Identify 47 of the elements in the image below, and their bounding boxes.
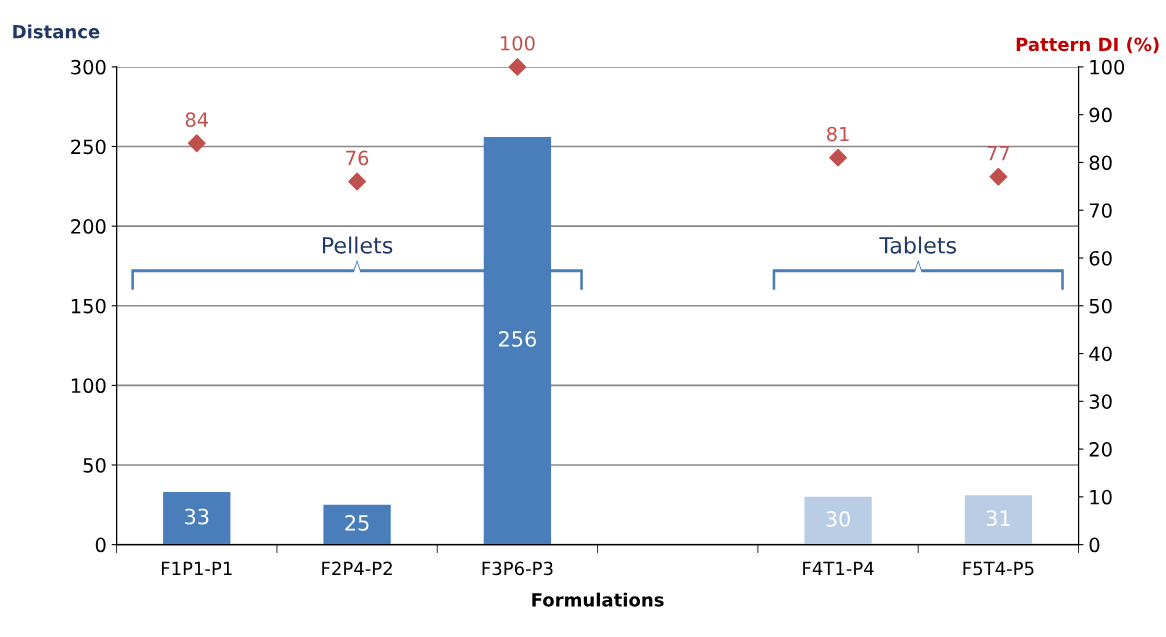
bar [323,504,391,545]
data-label: 25 [345,515,369,531]
point [187,134,206,153]
annotation: Pellets [322,236,393,254]
data-label: 256 [499,331,536,347]
x-tick-label: F3P6-P3 [482,561,553,576]
y2-tick-label: 70 [1089,203,1112,218]
y2-tick-label: 30 [1089,394,1112,409]
data-label: 100 [500,35,535,51]
data-label: 33 [185,508,209,525]
point [829,148,847,167]
y2-tick-label: 50 [1089,298,1112,314]
x-tick-label: F5T4-P5 [963,561,1034,576]
bar [964,495,1033,545]
y-tick-label: 200 [71,219,106,234]
x-tick-label: F2P4-P2 [322,561,392,576]
point [989,167,1008,186]
data-label: 31 [986,510,1010,526]
annotation: Tablets [879,236,957,254]
y2-tick-label: 90 [1089,107,1112,123]
data-label: 84 [185,112,209,128]
data-label: 30 [826,511,850,527]
y-tick-label: 150 [71,298,106,314]
point [508,57,527,76]
y2-tick-label: 0 [1089,537,1100,553]
point [348,172,366,191]
y2-tick-label: 40 [1089,346,1112,362]
y-tick-label: 300 [71,59,106,75]
x-tick-label: F4T1-P4 [803,561,874,576]
y-tick-label: 50 [83,457,106,473]
bar [163,492,231,545]
x-tick-label: F1P1-P1 [161,561,232,576]
y-axis-title: Distance [13,24,100,39]
y-tick-label: 100 [71,378,106,394]
y-tick-label: 0 [95,537,106,553]
y2-tick-label: 60 [1089,250,1112,266]
data-label: 81 [827,126,849,142]
data-label: 76 [346,150,369,166]
x-axis-title: Formulations [532,592,664,607]
data-label: 77 [987,146,1010,161]
y2-tick-label: 80 [1089,155,1112,171]
bar [804,496,872,545]
y2-axis-title: Pattern DI (%) [1016,37,1159,54]
y-tick-label: 250 [71,139,106,155]
y2-tick-label: 100 [1090,59,1125,75]
y2-tick-label: 20 [1089,442,1112,457]
y2-tick-label: 10 [1090,489,1112,505]
